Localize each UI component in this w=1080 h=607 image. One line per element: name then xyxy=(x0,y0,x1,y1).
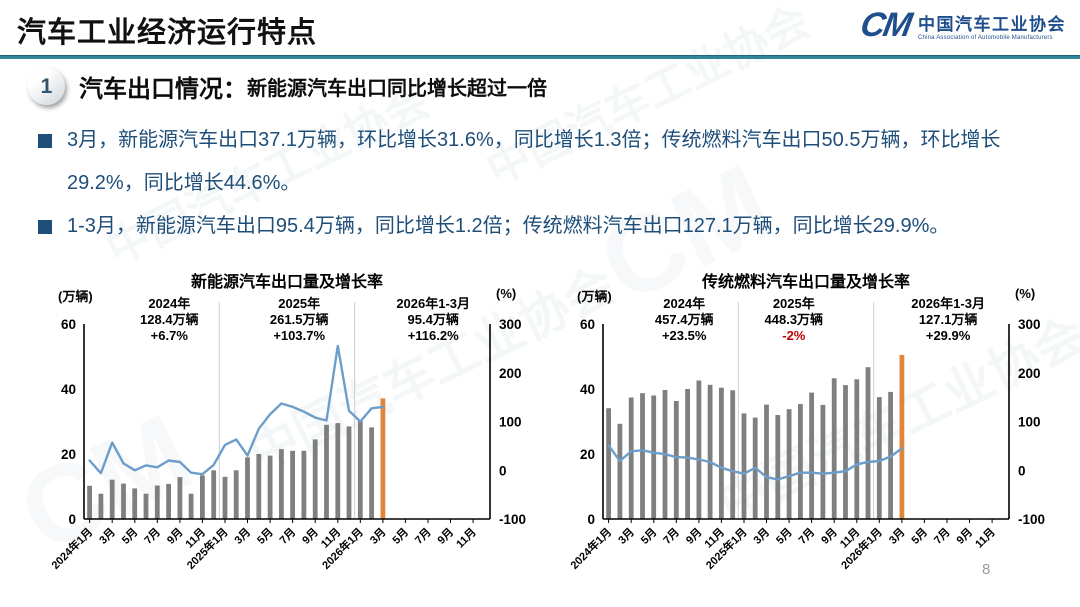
svg-text:2024年: 2024年 xyxy=(148,296,190,311)
svg-text:9月: 9月 xyxy=(683,525,704,546)
svg-text:+23.5%: +23.5% xyxy=(662,328,707,343)
svg-text:-2%: -2% xyxy=(782,328,806,343)
svg-text:40: 40 xyxy=(580,382,595,397)
right-axis-unit-label: (%) xyxy=(1015,286,1036,301)
svg-text:60: 60 xyxy=(580,317,595,332)
bullet-square-icon xyxy=(38,220,52,234)
cm-logo-icon: CM xyxy=(857,6,914,44)
fuel-export-chart: 传统燃料汽车出口量及增长率 (万辆) (%) 60 40 20 0 300 200 100 0… xyxy=(547,268,1052,593)
section-heading: 1 汽车出口情况： 新能源汽车出口同比增长超过一倍 xyxy=(28,68,547,105)
svg-text:7月: 7月 xyxy=(412,525,433,546)
bullet-text: 1-3月，新能源汽车出口95.4万辆，同比增长1.2倍；传统燃料汽车出口127.… xyxy=(67,215,950,237)
section-number-badge: 1 xyxy=(28,68,65,105)
svg-text:5月: 5月 xyxy=(638,525,659,546)
section-title: 汽车出口情况： xyxy=(79,76,247,103)
svg-text:3月: 3月 xyxy=(232,525,253,546)
svg-text:2025年: 2025年 xyxy=(278,296,320,311)
svg-text:5月: 5月 xyxy=(119,525,140,546)
svg-text:261.5万辆: 261.5万辆 xyxy=(270,312,329,327)
svg-text:95.4万辆: 95.4万辆 xyxy=(408,312,459,327)
svg-text:2024年1月: 2024年1月 xyxy=(567,525,614,572)
bullet-item: 1-3月，新能源汽车出口95.4万辆，同比增长1.2倍；传统燃料汽车出口127.… xyxy=(38,205,1054,248)
page-number: 8 xyxy=(982,561,991,578)
svg-text:100: 100 xyxy=(1018,415,1041,430)
svg-text:9月: 9月 xyxy=(300,525,321,546)
bullet-square-icon xyxy=(38,134,52,148)
svg-text:300: 300 xyxy=(499,317,522,332)
chart-title: 传统燃料汽车出口量及增长率 xyxy=(701,274,910,291)
svg-text:-100: -100 xyxy=(499,512,526,527)
svg-text:+103.7%: +103.7% xyxy=(273,328,325,343)
logo-org-name-cn: 中国汽车工业协会 xyxy=(918,14,1066,34)
bullet-text: 3月，新能源汽车出口37.1万辆，环比增长31.6%，同比增长1.3倍；传统燃料… xyxy=(67,129,1001,194)
svg-text:7月: 7月 xyxy=(931,525,952,546)
bullet-item: 3月，新能源汽车出口37.1万辆，环比增长31.6%，同比增长1.3倍；传统燃料… xyxy=(38,119,1054,205)
svg-text:5月: 5月 xyxy=(909,525,930,546)
page-title: 汽车工业经济运行特点 xyxy=(17,17,318,49)
svg-text:11月: 11月 xyxy=(454,525,479,550)
svg-text:7月: 7月 xyxy=(142,525,163,546)
svg-text:300: 300 xyxy=(1018,317,1041,332)
svg-text:7月: 7月 xyxy=(661,525,682,546)
svg-text:20: 20 xyxy=(61,447,76,462)
svg-text:127.1万辆: 127.1万辆 xyxy=(919,312,978,327)
header-divider xyxy=(0,55,1080,59)
left-axis-unit-label: (万辆) xyxy=(577,289,612,304)
svg-text:9月: 9月 xyxy=(819,525,840,546)
svg-text:5月: 5月 xyxy=(390,525,411,546)
svg-text:0: 0 xyxy=(499,463,507,478)
caam-logo: CM 中国汽车工业协会 China Association of Automob… xyxy=(857,6,1066,44)
svg-text:2024年1月: 2024年1月 xyxy=(48,525,95,572)
svg-text:9月: 9月 xyxy=(164,525,185,546)
left-axis-unit-label: (万辆) xyxy=(58,289,93,304)
svg-text:9月: 9月 xyxy=(435,525,456,546)
right-axis-unit-label: (%) xyxy=(496,286,517,301)
svg-text:0: 0 xyxy=(68,512,76,527)
svg-text:3月: 3月 xyxy=(886,525,907,546)
svg-text:7月: 7月 xyxy=(277,525,298,546)
svg-text:100: 100 xyxy=(499,415,522,430)
svg-text:3月: 3月 xyxy=(751,525,772,546)
svg-text:457.4万辆: 457.4万辆 xyxy=(655,312,714,327)
bullet-list: 3月，新能源汽车出口37.1万辆，环比增长31.6%，同比增长1.3倍；传统燃料… xyxy=(38,119,1054,248)
svg-text:200: 200 xyxy=(499,366,522,381)
svg-text:3月: 3月 xyxy=(616,525,637,546)
svg-text:7月: 7月 xyxy=(796,525,817,546)
svg-text:0: 0 xyxy=(587,512,595,527)
svg-text:2025年: 2025年 xyxy=(773,296,815,311)
svg-text:3月: 3月 xyxy=(97,525,118,546)
svg-text:5月: 5月 xyxy=(254,525,275,546)
svg-text:5月: 5月 xyxy=(773,525,794,546)
svg-text:2026年1-3月: 2026年1-3月 xyxy=(396,296,470,311)
logo-org-name-en: China Association of Automobile Manufact… xyxy=(918,34,1053,41)
svg-text:-100: -100 xyxy=(1018,512,1045,527)
svg-text:40: 40 xyxy=(61,382,76,397)
svg-text:60: 60 xyxy=(61,317,76,332)
svg-text:448.3万辆: 448.3万辆 xyxy=(765,312,824,327)
svg-text:2026年1-3月: 2026年1-3月 xyxy=(911,296,985,311)
chart-title: 新能源汽车出口量及增长率 xyxy=(190,274,383,291)
svg-text:2024年: 2024年 xyxy=(663,296,705,311)
section-subtitle: 新能源汽车出口同比增长超过一倍 xyxy=(247,78,547,100)
svg-text:+116.2%: +116.2% xyxy=(408,328,459,343)
nev-export-chart: 新能源汽车出口量及增长率 (万辆) (%) 60 40 20 0 300 200 100 0-… xyxy=(28,268,533,593)
svg-text:20: 20 xyxy=(580,447,595,462)
svg-text:128.4万辆: 128.4万辆 xyxy=(140,312,199,327)
svg-text:3月: 3月 xyxy=(367,525,388,546)
svg-text:+29.9%: +29.9% xyxy=(926,328,971,343)
svg-text:+6.7%: +6.7% xyxy=(151,328,189,343)
svg-text:0: 0 xyxy=(1018,463,1026,478)
svg-text:9月: 9月 xyxy=(954,525,975,546)
svg-text:200: 200 xyxy=(1018,366,1041,381)
svg-text:11月: 11月 xyxy=(973,525,998,550)
